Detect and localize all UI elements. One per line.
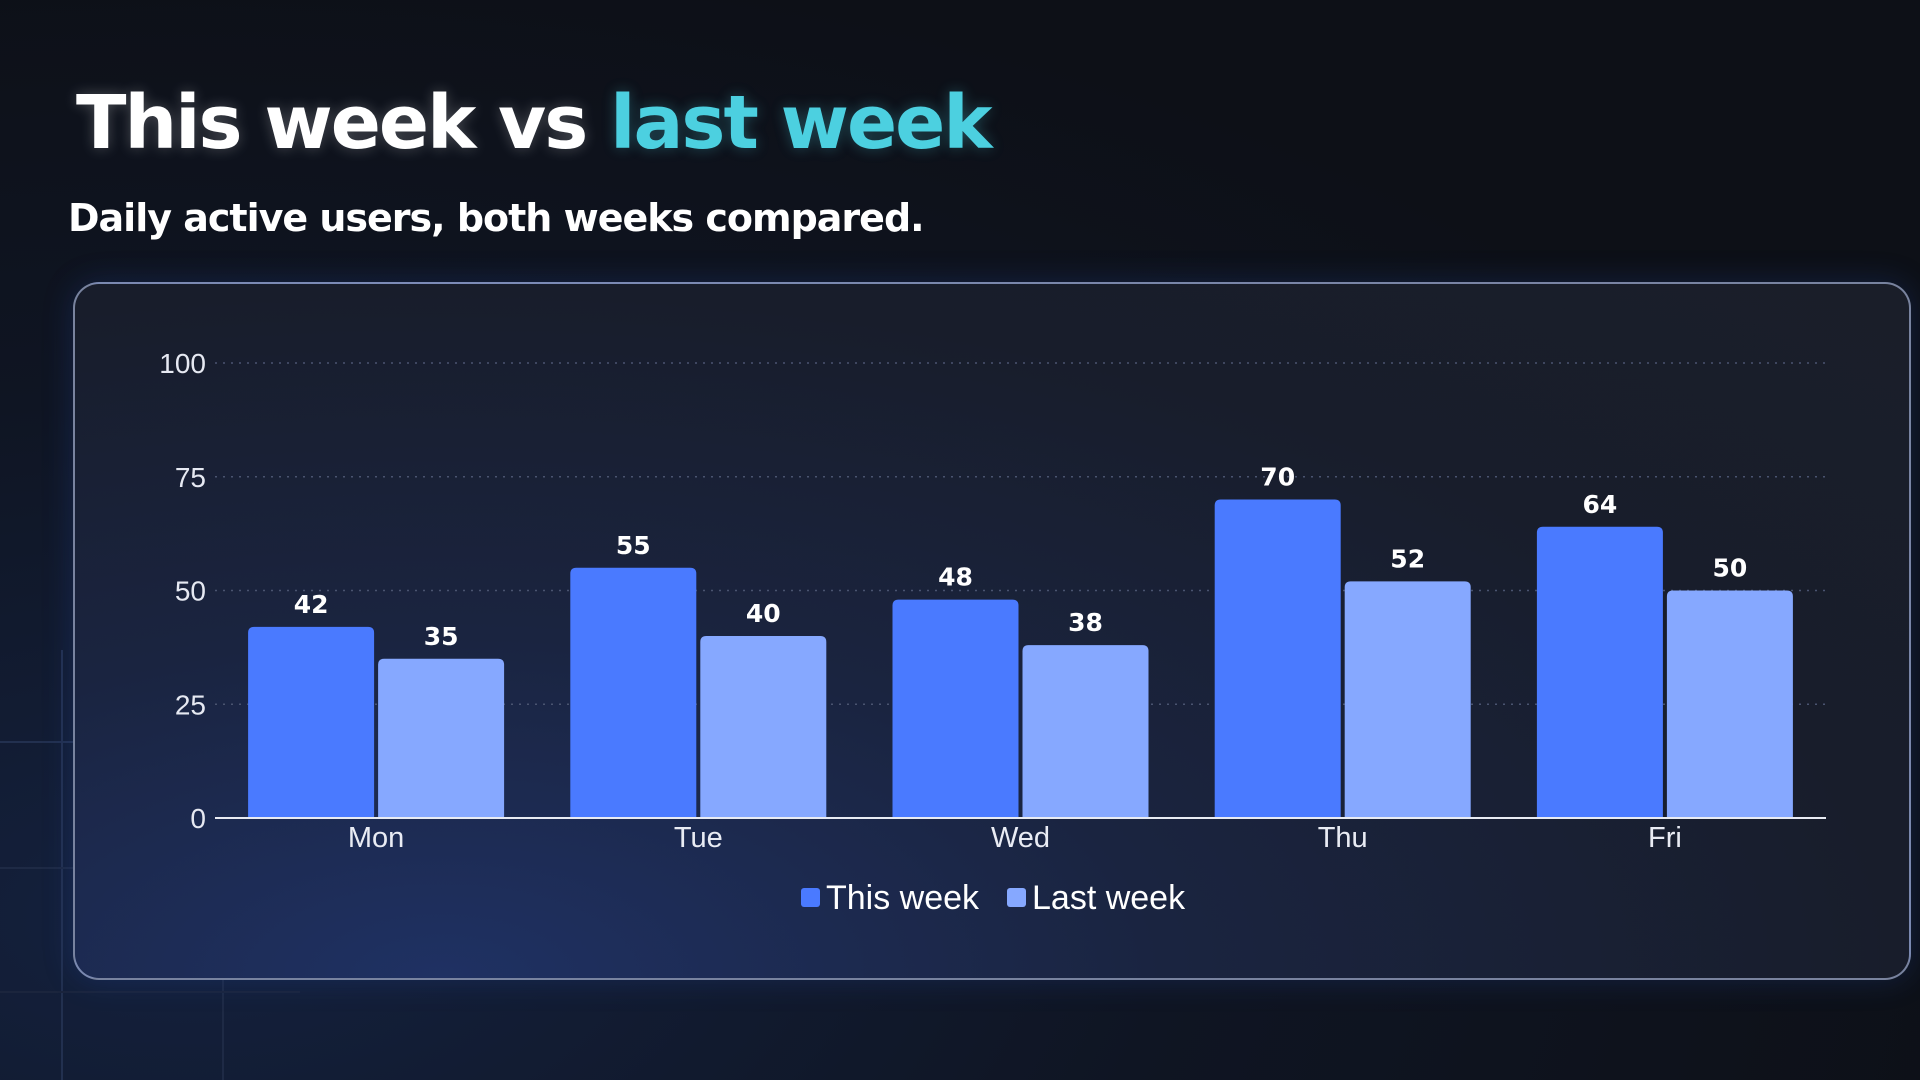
data-label: 64 (1583, 490, 1618, 519)
x-tick-label: Mon (348, 822, 404, 854)
data-label: 40 (746, 599, 781, 628)
bar-chart: 0 25 50 75 100 42 35 Mon 55 40 Tue 48 38 Wed 70 52 Thu 64… (159, 348, 1826, 917)
bar-wed-this-week (892, 599, 1019, 818)
bar-tue-last-week (700, 636, 827, 818)
y-tick-label: 50 (175, 576, 206, 607)
bar-fri-last-week (1666, 590, 1793, 818)
legend-swatch-this-week (801, 888, 820, 907)
page-title: This week vs last week (76, 80, 993, 166)
legend-label: Last week (1032, 879, 1186, 917)
bar-mon-this-week (248, 626, 375, 818)
bar-thu-this-week (1214, 499, 1341, 818)
data-label: 38 (1068, 608, 1103, 637)
data-label: 42 (294, 590, 329, 619)
data-label: 50 (1713, 554, 1748, 583)
y-tick-label: 0 (190, 803, 206, 834)
x-tick-label: Fri (1648, 822, 1682, 854)
x-tick-label: Tue (674, 822, 723, 854)
x-tick-label: Wed (991, 822, 1050, 854)
data-label: 48 (938, 563, 973, 592)
legend-swatch-last-week (1007, 888, 1026, 907)
data-label: 70 (1260, 463, 1295, 492)
title-accent: last week (610, 80, 992, 166)
y-tick-label: 100 (159, 348, 206, 379)
chart-card: 0 25 50 75 100 42 35 Mon 55 40 Tue 48 38 Wed 70 52 Thu 64… (73, 282, 1911, 980)
legend-label: This week (826, 879, 980, 917)
bar-thu-last-week (1344, 581, 1471, 818)
bar-fri-this-week (1536, 526, 1663, 818)
bar-tue-this-week (570, 567, 697, 818)
y-tick-label: 75 (175, 462, 206, 493)
data-label: 35 (424, 622, 459, 651)
x-tick-label: Thu (1318, 822, 1368, 854)
y-tick-label: 25 (175, 689, 206, 720)
bar-wed-last-week (1022, 645, 1149, 818)
page-subtitle: Daily active users, both weeks compared. (68, 196, 925, 240)
title-main: This week vs (76, 80, 611, 166)
data-label: 55 (616, 531, 651, 560)
bar-mon-last-week (378, 658, 505, 818)
data-label: 52 (1390, 544, 1425, 573)
